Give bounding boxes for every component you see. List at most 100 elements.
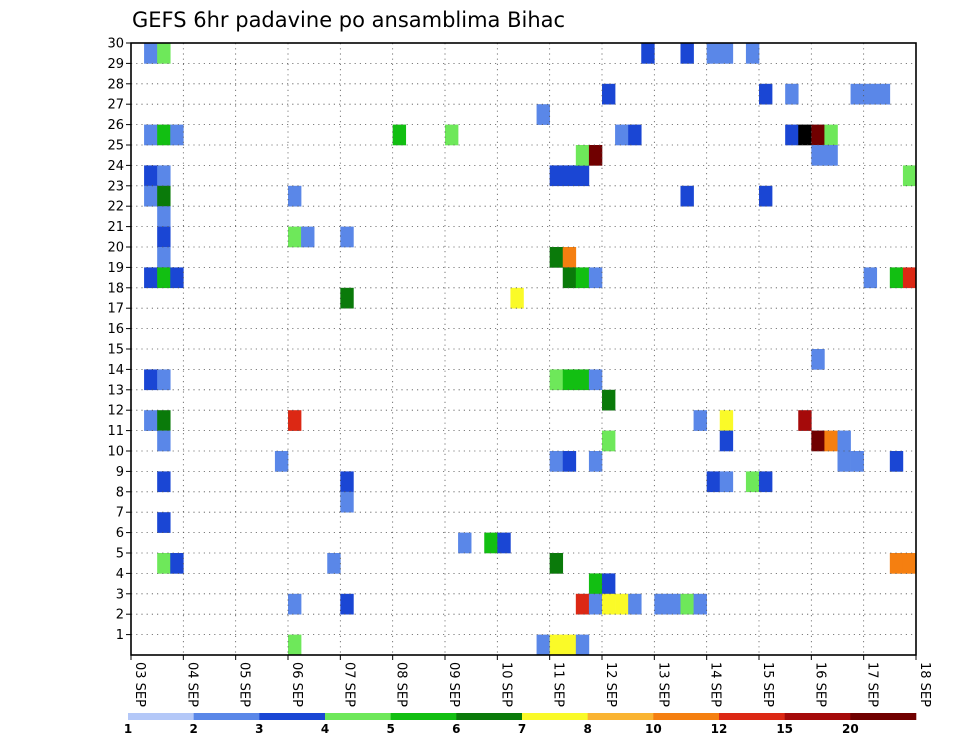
colorbar-label: 12 xyxy=(711,722,728,736)
y-tick-label: 20 xyxy=(107,241,124,256)
colorbar-label: 6 xyxy=(452,722,460,736)
heatmap-cell xyxy=(680,185,694,207)
heatmap-cell xyxy=(588,451,603,472)
heatmap-cell xyxy=(562,267,577,289)
heatmap-cell xyxy=(602,83,616,105)
y-tick-label: 8 xyxy=(116,485,124,500)
heatmap-cell xyxy=(824,430,838,452)
y-tick-label: 22 xyxy=(107,200,124,215)
x-tick-label: 17 SEP xyxy=(865,662,880,707)
heatmap-cell xyxy=(445,124,459,146)
heatmap-cell xyxy=(157,124,171,146)
colorbar-swatch xyxy=(587,713,654,720)
heatmap-cell xyxy=(863,83,878,105)
y-tick-label: 13 xyxy=(107,383,124,398)
heatmap-cell xyxy=(157,43,171,64)
heatmap-cell xyxy=(902,267,917,289)
x-tick-label: 07 SEP xyxy=(341,662,356,707)
colorbar-label: 20 xyxy=(842,722,859,736)
heatmap-cell xyxy=(811,349,825,370)
heatmap-cell xyxy=(549,247,564,268)
heatmap-cell xyxy=(340,491,354,513)
heatmap-cell xyxy=(157,512,171,533)
heatmap-cell xyxy=(144,165,158,187)
heatmap-cell xyxy=(719,430,734,452)
heatmap-cell xyxy=(615,124,629,146)
heatmap-cell xyxy=(719,43,734,64)
x-tick-label: 03 SEP xyxy=(132,662,147,707)
y-tick-label: 15 xyxy=(107,343,124,358)
y-axis: 1234567891011121314151617181920212223242… xyxy=(107,37,131,643)
heatmap-cell xyxy=(889,553,904,574)
heatmap-cell xyxy=(811,145,825,166)
heatmap-cell xyxy=(654,593,668,615)
heatmap-cell xyxy=(288,593,302,615)
heatmap-cell xyxy=(745,43,760,64)
y-tick-label: 7 xyxy=(116,506,124,521)
heatmap-cell xyxy=(798,410,812,431)
heatmap-cell xyxy=(588,573,603,595)
heatmap-cell xyxy=(157,247,171,268)
heatmap-cell xyxy=(170,124,184,146)
heatmap-cell xyxy=(144,43,158,64)
y-tick-label: 27 xyxy=(107,98,124,113)
colorbar-label: 5 xyxy=(386,722,394,736)
heatmap-cell xyxy=(850,83,864,105)
heatmap-cell xyxy=(340,287,354,309)
heatmap-cell xyxy=(549,634,564,656)
heatmap-cell xyxy=(288,226,302,248)
heatmap-cell xyxy=(628,124,642,146)
heatmap-cell xyxy=(562,369,577,391)
x-tick-label: 15 SEP xyxy=(760,662,775,707)
heatmap-cell xyxy=(667,593,681,615)
heatmap-cell xyxy=(745,471,760,493)
y-tick-label: 19 xyxy=(107,261,124,276)
y-tick-label: 24 xyxy=(107,159,124,174)
heatmap-cell xyxy=(549,165,564,187)
heatmap-cell xyxy=(144,124,158,146)
y-tick-label: 6 xyxy=(116,526,124,541)
y-tick-label: 10 xyxy=(107,445,124,460)
heatmap-cell xyxy=(575,165,590,187)
heatmap-cell xyxy=(889,451,904,472)
heatmap-cell xyxy=(602,593,616,615)
heatmap-cell xyxy=(562,247,577,268)
colorbar-label: 15 xyxy=(776,722,793,736)
heatmap-cell xyxy=(759,83,773,105)
x-tick-label: 06 SEP xyxy=(289,662,304,707)
heatmap-cell xyxy=(157,430,171,452)
heatmap-cell xyxy=(144,410,158,431)
heatmap-cell xyxy=(157,267,171,289)
x-tick-label: 18 SEP xyxy=(917,662,932,707)
heatmap-cell xyxy=(144,267,158,289)
heatmap-cell xyxy=(549,451,564,472)
y-tick-label: 16 xyxy=(107,322,124,337)
heatmap-cell xyxy=(170,267,184,289)
heatmap-cell xyxy=(837,430,851,452)
heatmap-cell xyxy=(144,185,158,207)
x-tick-label: 04 SEP xyxy=(184,662,199,707)
heatmap-cell xyxy=(680,43,694,64)
heatmap-cell xyxy=(785,124,799,146)
heatmap-cell xyxy=(301,226,315,248)
x-tick-label: 13 SEP xyxy=(655,662,670,707)
x-tick-label: 16 SEP xyxy=(812,662,827,707)
x-tick-label: 05 SEP xyxy=(237,662,252,707)
heatmap-cell xyxy=(170,553,184,574)
y-tick-label: 3 xyxy=(116,587,124,602)
heatmap-cell xyxy=(575,267,590,289)
heatmap-cell xyxy=(562,634,577,656)
heatmap-cell xyxy=(615,593,629,615)
heatmap-cell xyxy=(588,369,603,391)
x-tick-label: 12 SEP xyxy=(603,662,618,707)
colorbar-swatch xyxy=(653,713,720,720)
heatmap-cell xyxy=(693,593,707,615)
heatmap-cell xyxy=(680,593,694,615)
heatmap-cell xyxy=(719,410,734,431)
heatmap-cell xyxy=(288,185,302,207)
heatmap-cell xyxy=(157,206,171,227)
y-tick-label: 21 xyxy=(107,220,124,235)
heatmap-cell xyxy=(602,573,616,595)
y-tick-label: 9 xyxy=(116,465,124,480)
